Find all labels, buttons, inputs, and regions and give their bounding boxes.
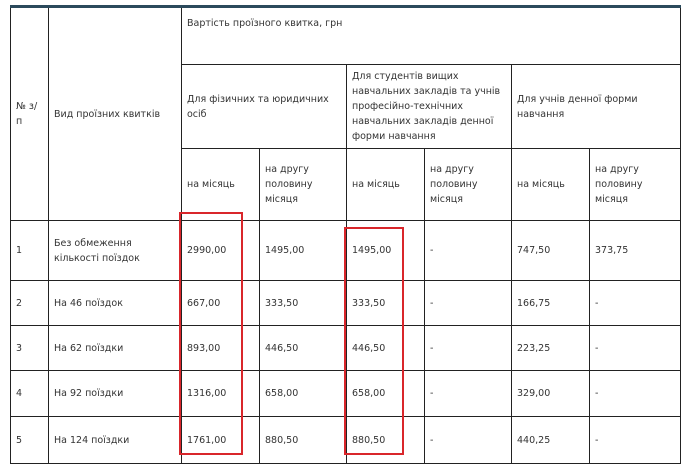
table-cell: - bbox=[588, 370, 682, 417]
table-cell: 446,50 bbox=[259, 325, 347, 371]
table-cell: На 124 поїздки bbox=[48, 416, 182, 464]
header-type: Вид проїзних квитків bbox=[48, 6, 182, 221]
table-cell: 747,50 bbox=[511, 220, 590, 281]
table-cell: 373,75 bbox=[588, 220, 682, 281]
table-cell: - bbox=[588, 416, 682, 464]
table-row: 5 На 124 поїздки 1761,00 880,50 880,50-440,2… bbox=[10, 416, 682, 464]
table-cell: 333,50 bbox=[259, 280, 347, 326]
table-cell: 333,50 bbox=[346, 280, 425, 326]
header-half: на другу половину місяця bbox=[588, 148, 682, 221]
table-cell: 880,50 bbox=[259, 416, 347, 464]
header-month: на місяць bbox=[181, 148, 260, 221]
table-cell: 880,50 bbox=[346, 416, 425, 464]
table-row: 2 На 46 поїздок 667,00 333,50 333,50-166,75- bbox=[10, 280, 682, 326]
table-cell: - bbox=[424, 220, 512, 281]
table-cell: - bbox=[588, 280, 682, 326]
header-half: на другу половину місяця bbox=[259, 148, 347, 221]
table-cell: 3 bbox=[10, 325, 49, 371]
table-cell: - bbox=[424, 416, 512, 464]
table-cell: 1316,00 bbox=[181, 370, 260, 417]
header-cost: Вартість проїзного квитка, грн bbox=[180, 6, 682, 65]
table-cell: Без обмеження кількості поїздок bbox=[48, 220, 182, 281]
table-cell: 446,50 bbox=[346, 325, 425, 371]
highlight-box-general-month bbox=[179, 212, 243, 455]
highlight-box-students-month bbox=[344, 227, 404, 455]
table-cell: - bbox=[424, 325, 512, 371]
table-row: 1 Без обмеження кількості поїздок 2990,00 1… bbox=[10, 220, 682, 281]
header-month: на місяць bbox=[511, 148, 590, 221]
table-cell: 166,75 bbox=[511, 280, 590, 326]
table-cell: - bbox=[424, 280, 512, 326]
header-num: № з/п bbox=[10, 6, 49, 221]
table-cell: 1 bbox=[10, 220, 49, 281]
table-cell: - bbox=[424, 370, 512, 417]
table-cell: 1761,00 bbox=[181, 416, 260, 464]
header-group-general: Для фізичних та юридичних осіб bbox=[181, 64, 347, 149]
table-cell: 5 bbox=[10, 416, 49, 464]
table-cell: 223,25 bbox=[511, 325, 590, 371]
table-cell: 1495,00 bbox=[346, 220, 425, 281]
header-group-pupils: Для учнів денної форми навчання bbox=[510, 64, 682, 149]
table-cell: 2 bbox=[10, 280, 49, 326]
header-month: на місяць bbox=[346, 148, 425, 221]
header-half: на другу половину місяця bbox=[424, 148, 512, 221]
table-cell: 4 bbox=[10, 370, 49, 417]
fare-table: № з/п Вид проїзних квитків Вартість прої… bbox=[10, 5, 682, 464]
table-cell: 2990,00 bbox=[181, 220, 260, 281]
table-cell: На 46 поїздок bbox=[48, 280, 182, 326]
table-row: 3 На 62 поїздки 893,00 446,50 446,50-223,25- bbox=[10, 325, 682, 371]
header-group-students: Для студентів вищих навчальних закладів … bbox=[346, 64, 512, 149]
table-cell: На 62 поїздки bbox=[48, 325, 182, 371]
table-row: 4 На 92 поїздки 1316,00 658,00 658,00-329,00… bbox=[10, 370, 682, 417]
table-cell: 1495,00 bbox=[259, 220, 347, 281]
table-cell: На 92 поїздки bbox=[48, 370, 182, 417]
table-cell: 658,00 bbox=[259, 370, 347, 417]
table-cell: - bbox=[588, 325, 682, 371]
table-cell: 329,00 bbox=[511, 370, 590, 417]
table-cell: 440,25 bbox=[511, 416, 590, 464]
